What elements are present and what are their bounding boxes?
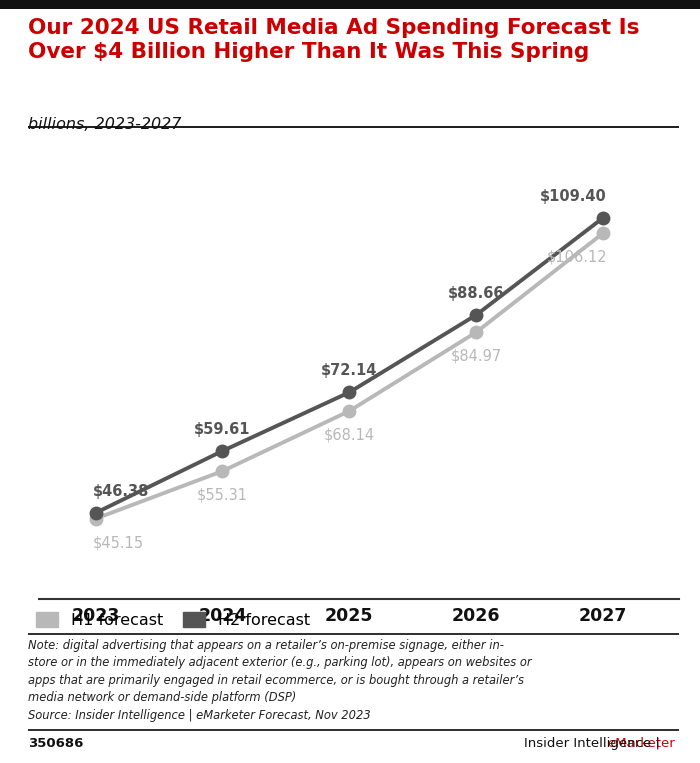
Text: $88.66: $88.66 (448, 286, 504, 301)
Text: 350686: 350686 (28, 737, 83, 750)
Text: $84.97: $84.97 (450, 349, 502, 364)
Text: $109.40: $109.40 (540, 189, 607, 204)
Text: Insider Intelligence |: Insider Intelligence | (524, 737, 664, 750)
Text: $45.15: $45.15 (93, 536, 144, 550)
Text: $55.31: $55.31 (197, 488, 248, 503)
Text: billions, 2023-2027: billions, 2023-2027 (28, 117, 181, 132)
Text: $68.14: $68.14 (323, 428, 375, 443)
Text: $59.61: $59.61 (194, 422, 251, 437)
Text: Note: digital advertising that appears on a retailer’s on-premise signage, eithe: Note: digital advertising that appears o… (28, 639, 531, 722)
Text: $46.38: $46.38 (93, 484, 149, 499)
Text: $72.14: $72.14 (321, 363, 377, 378)
Text: Our 2024 US Retail Media Ad Spending Forecast Is
Over $4 Billion Higher Than It : Our 2024 US Retail Media Ad Spending For… (28, 18, 640, 63)
Text: $106.12: $106.12 (547, 250, 607, 265)
Legend: H1 forecast, H2 forecast: H1 forecast, H2 forecast (36, 612, 310, 628)
Text: eMarketer: eMarketer (608, 737, 676, 750)
